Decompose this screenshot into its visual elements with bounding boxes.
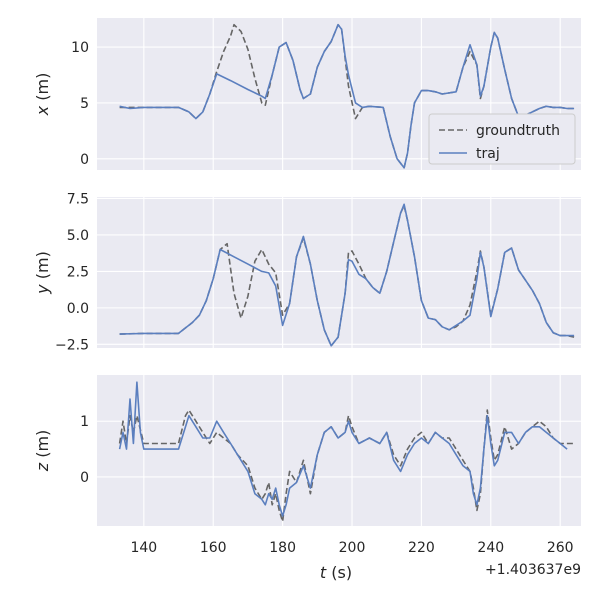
legend-frame bbox=[428, 113, 576, 165]
series-line-groundtruth bbox=[119, 23, 575, 169]
panel-x: 0 5 10 x (m) groundtruth traj bbox=[33, 18, 581, 170]
y-tick-label: 0 bbox=[80, 152, 89, 168]
axes-background bbox=[97, 197, 581, 348]
series-line-traj bbox=[118, 381, 568, 517]
y-tick-label: 7.5 bbox=[67, 191, 89, 207]
y-axis-label: y (m) bbox=[33, 251, 52, 295]
y-tick-label: 0.0 bbox=[67, 301, 89, 317]
y-tick-label: 2.5 bbox=[67, 264, 89, 280]
x-axis-label: t (s) bbox=[320, 563, 352, 582]
series-line-traj bbox=[119, 23, 575, 169]
panel-y: −2.5 0.0 2.5 5.0 7.5 y (m) bbox=[33, 191, 581, 353]
x-offset-text: +1.403637e9 bbox=[485, 562, 581, 578]
x-tick-label: 180 bbox=[269, 540, 296, 556]
axes-background bbox=[97, 375, 581, 526]
y-tick-label: 1 bbox=[80, 414, 89, 430]
panel-z: 0 1 140 160 180 200 220 240 260 z (m) t (s) +1.4036… bbox=[33, 375, 581, 582]
y-tick-label: −2.5 bbox=[55, 337, 89, 353]
series-line-traj bbox=[119, 203, 575, 347]
y-tick-label: 10 bbox=[71, 40, 89, 56]
x-tick-label: 220 bbox=[408, 540, 435, 556]
y-tick-label: 5.0 bbox=[67, 228, 89, 244]
x-tick-label: 200 bbox=[339, 540, 366, 556]
x-tick-label: 160 bbox=[200, 540, 227, 556]
y-axis-label: x (m) bbox=[33, 73, 52, 117]
y-axis-label: z (m) bbox=[33, 430, 52, 473]
x-tick-label: 240 bbox=[477, 540, 504, 556]
legend-label-groundtruth: groundtruth bbox=[476, 123, 560, 139]
legend: groundtruth traj bbox=[428, 113, 576, 165]
series-line-groundtruth bbox=[118, 409, 575, 523]
x-tick-label: 140 bbox=[130, 540, 157, 556]
legend-label-traj: traj bbox=[476, 146, 500, 162]
y-tick-label: 0 bbox=[80, 470, 89, 486]
y-tick-label: 5 bbox=[80, 96, 89, 112]
x-tick-label: 260 bbox=[547, 540, 574, 556]
